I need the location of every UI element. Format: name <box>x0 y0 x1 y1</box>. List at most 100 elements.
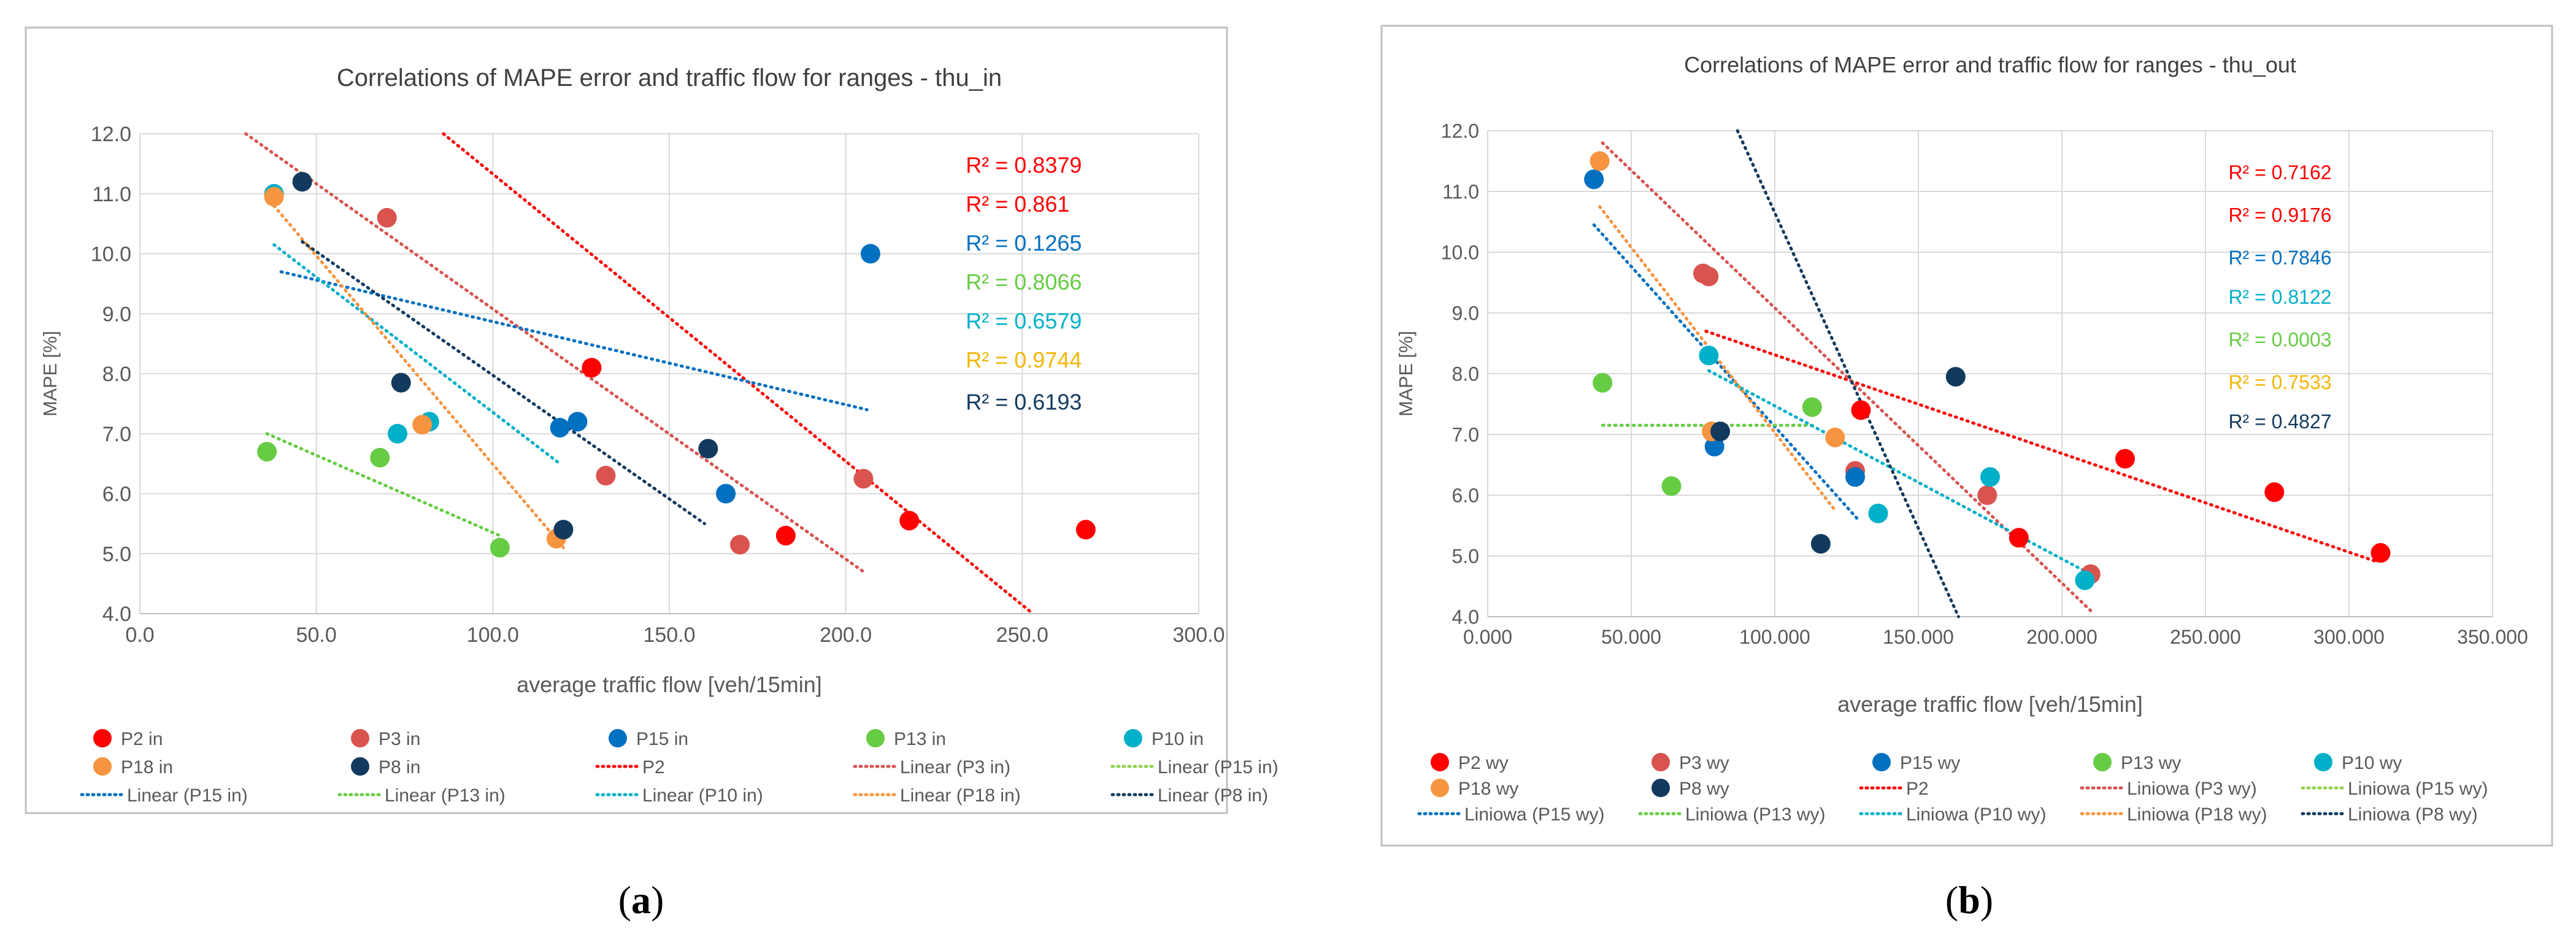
y-tick-label: 7.0 <box>1452 424 1479 446</box>
x-tick-label: 150.0 <box>643 623 695 647</box>
legend-label: P10 wy <box>2342 753 2402 773</box>
legend-label: Linear (P13 in) <box>385 785 506 806</box>
data-point <box>775 525 796 546</box>
r2-label: R² = 0.8122 <box>2228 286 2331 308</box>
legend-marker <box>1431 779 1449 797</box>
y-tick-label: 9.0 <box>1452 303 1479 325</box>
data-point <box>2370 543 2391 563</box>
data-point <box>370 447 390 468</box>
legend-label: Linear (P18 in) <box>900 785 1021 806</box>
data-point <box>716 484 736 504</box>
legend-marker <box>351 729 369 747</box>
data-point <box>1590 151 1610 171</box>
legend-marker <box>866 729 885 747</box>
legend-label: Liniowa (P8 wy) <box>2348 804 2478 825</box>
r2-label: R² = 0.0003 <box>2228 328 2331 350</box>
y-tick-label: 9.0 <box>102 303 131 326</box>
r2-label: R² = 0.861 <box>966 191 1069 217</box>
trendline <box>1601 141 2093 612</box>
data-point <box>550 417 570 438</box>
legend-label: P15 wy <box>1900 753 1960 773</box>
legend-label: P2 <box>642 757 665 777</box>
legend-label: Liniowa (P15 wy) <box>1464 804 1604 825</box>
r2-label: R² = 0.9744 <box>966 347 1082 372</box>
data-point <box>2075 570 2095 590</box>
data-point <box>257 442 277 462</box>
data-point <box>2115 449 2135 469</box>
r2-label: R² = 0.9176 <box>2228 204 2331 226</box>
data-point <box>387 423 407 444</box>
x-tick-label: 200.000 <box>2026 626 2097 648</box>
y-tick-label: 11.0 <box>1442 181 1479 203</box>
x-tick-label: 0.0 <box>125 623 154 647</box>
trendline <box>442 132 1035 615</box>
legend-marker <box>2314 753 2332 771</box>
legend-label: Liniowa (P15 wy) <box>2348 779 2488 799</box>
legend-label: Liniowa (P13 wy) <box>1685 804 1825 825</box>
caption-a-close: ) <box>651 878 664 922</box>
y-axis-label: MAPE [%] <box>1396 331 1417 416</box>
x-tick-label: 200.0 <box>820 623 872 647</box>
y-tick-label: 12.0 <box>91 123 131 146</box>
caption-b-close: ) <box>1980 878 1993 922</box>
panel-caption-b: (b) <box>1945 878 1993 922</box>
legend-label: P8 wy <box>1679 779 1729 799</box>
data-point <box>1851 400 1871 420</box>
legend-label: P10 in <box>1152 729 1204 749</box>
y-tick-label: 7.0 <box>102 423 131 446</box>
data-point <box>1810 534 1831 554</box>
data-point <box>730 534 750 555</box>
x-tick-label: 300.000 <box>2313 626 2385 648</box>
x-tick-label: 50.000 <box>1601 626 1661 648</box>
y-tick-label: 4.0 <box>102 603 131 626</box>
data-point <box>1710 422 1731 442</box>
trendline <box>272 243 562 466</box>
r2-label: R² = 0.6193 <box>966 390 1082 415</box>
data-point <box>1699 266 1719 287</box>
legend-label: Linear (P3 in) <box>900 757 1010 777</box>
y-tick-label: 10.0 <box>91 243 131 266</box>
r2-label: R² = 0.7162 <box>2228 161 2331 183</box>
legend-label: P13 wy <box>2121 753 2181 773</box>
data-point <box>2009 528 2029 548</box>
legend-label: Liniowa (P3 wy) <box>2127 779 2257 799</box>
r2-label: R² = 0.4827 <box>2228 411 2331 433</box>
trendline <box>301 240 707 525</box>
trendline <box>1592 223 1860 522</box>
legend-marker <box>93 729 112 747</box>
y-tick-label: 6.0 <box>102 483 131 506</box>
y-tick-label: 8.0 <box>102 363 131 386</box>
data-point <box>1977 485 1997 505</box>
data-point <box>1825 427 1845 447</box>
y-tick-label: 4.0 <box>1452 606 1479 628</box>
data-point <box>1661 476 1682 496</box>
y-tick-label: 6.0 <box>1452 485 1479 507</box>
r2-label: R² = 0.8066 <box>966 269 1082 295</box>
legend-label: P2 wy <box>1458 753 1509 773</box>
x-tick-label: 50.0 <box>296 623 337 647</box>
x-axis-label: average traffic flow [veh/15min] <box>517 672 822 697</box>
r2-label: R² = 0.7846 <box>2228 247 2331 269</box>
data-point <box>1868 503 1888 523</box>
data-point <box>1980 467 2000 487</box>
legend-label: P13 in <box>894 729 946 749</box>
data-point <box>1075 520 1096 540</box>
x-tick-label: 350.000 <box>2457 626 2528 648</box>
caption-a-letter: a <box>631 878 651 922</box>
legend-label: P15 in <box>636 729 688 749</box>
data-point <box>264 187 284 207</box>
chart-b: Correlations of MAPE error and traffic f… <box>1380 25 2553 847</box>
data-point <box>2264 482 2285 503</box>
x-tick-label: 250.000 <box>2170 626 2241 648</box>
data-point <box>377 207 397 228</box>
legend-label: P2 <box>1906 779 1929 799</box>
legend-marker <box>1431 753 1449 771</box>
data-point <box>292 172 312 192</box>
legend-marker <box>1651 753 1670 771</box>
legend-label: P18 wy <box>1458 779 1518 799</box>
legend-label: P18 in <box>121 757 173 777</box>
trendline <box>265 432 502 538</box>
y-tick-label: 10.0 <box>1441 242 1479 264</box>
data-point <box>490 538 510 558</box>
